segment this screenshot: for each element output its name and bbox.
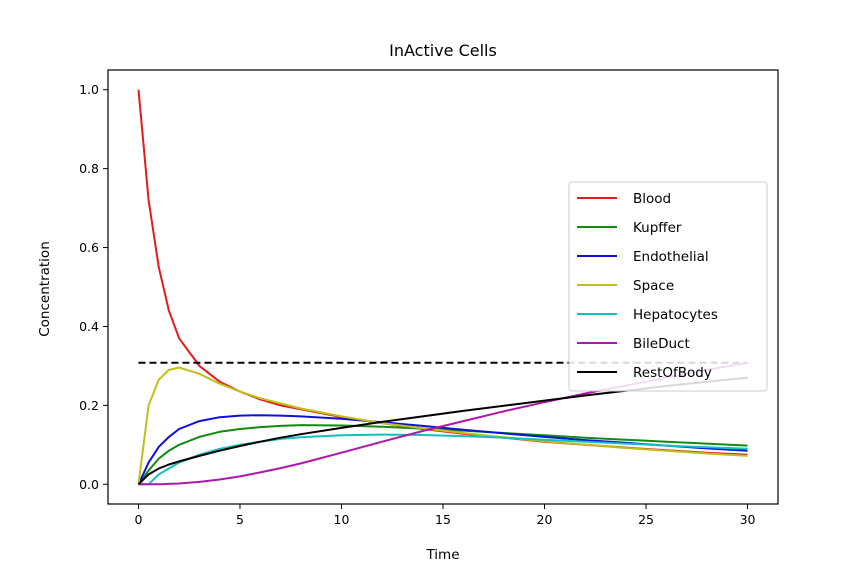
x-tick-label: 5	[236, 512, 244, 527]
y-axis-label: Concentration	[37, 241, 53, 337]
legend-label: Hepatocytes	[633, 307, 718, 323]
y-tick-label: 0.6	[79, 240, 99, 255]
legend-label: Endothelial	[633, 249, 709, 265]
y-tick-label: 0.2	[79, 398, 99, 413]
legend: Blood Kupffer Endothelial Space Hepatocytes B…	[568, 181, 768, 392]
x-tick-label: 0	[134, 512, 142, 527]
y-tick-label: 0.0	[79, 477, 99, 492]
x-tick-label: 20	[537, 512, 553, 527]
legend-label: RestOfBody	[633, 365, 712, 381]
x-axis-label: Time	[425, 547, 459, 563]
axes: 0 5 10 15 20 25 30 0.0 0.2 0.4 0.6 0.8 1.0	[79, 69, 779, 527]
series-line-endothelial	[137, 414, 748, 485]
chart-title: InActive Cells	[389, 41, 497, 60]
x-tick-label: 15	[435, 512, 451, 527]
legend-label: Blood	[633, 191, 671, 207]
series-line-restofbody	[137, 376, 748, 486]
legend-label: Space	[633, 278, 674, 294]
legend-label: Kupffer	[633, 220, 682, 236]
x-tick-label: 25	[638, 512, 654, 527]
series-line-kupffer	[137, 424, 748, 485]
series-line-space	[137, 366, 748, 485]
series-line-hepatocytes	[138, 433, 748, 486]
y-tick-label: 0.4	[79, 319, 99, 334]
y-tick-label: 1.0	[79, 82, 99, 97]
y-tick-label: 0.8	[79, 161, 99, 176]
legend-box	[568, 181, 768, 392]
x-tick-label: 30	[740, 512, 756, 527]
legend-label: BileDuct	[633, 336, 690, 352]
x-tick-label: 10	[334, 512, 350, 527]
